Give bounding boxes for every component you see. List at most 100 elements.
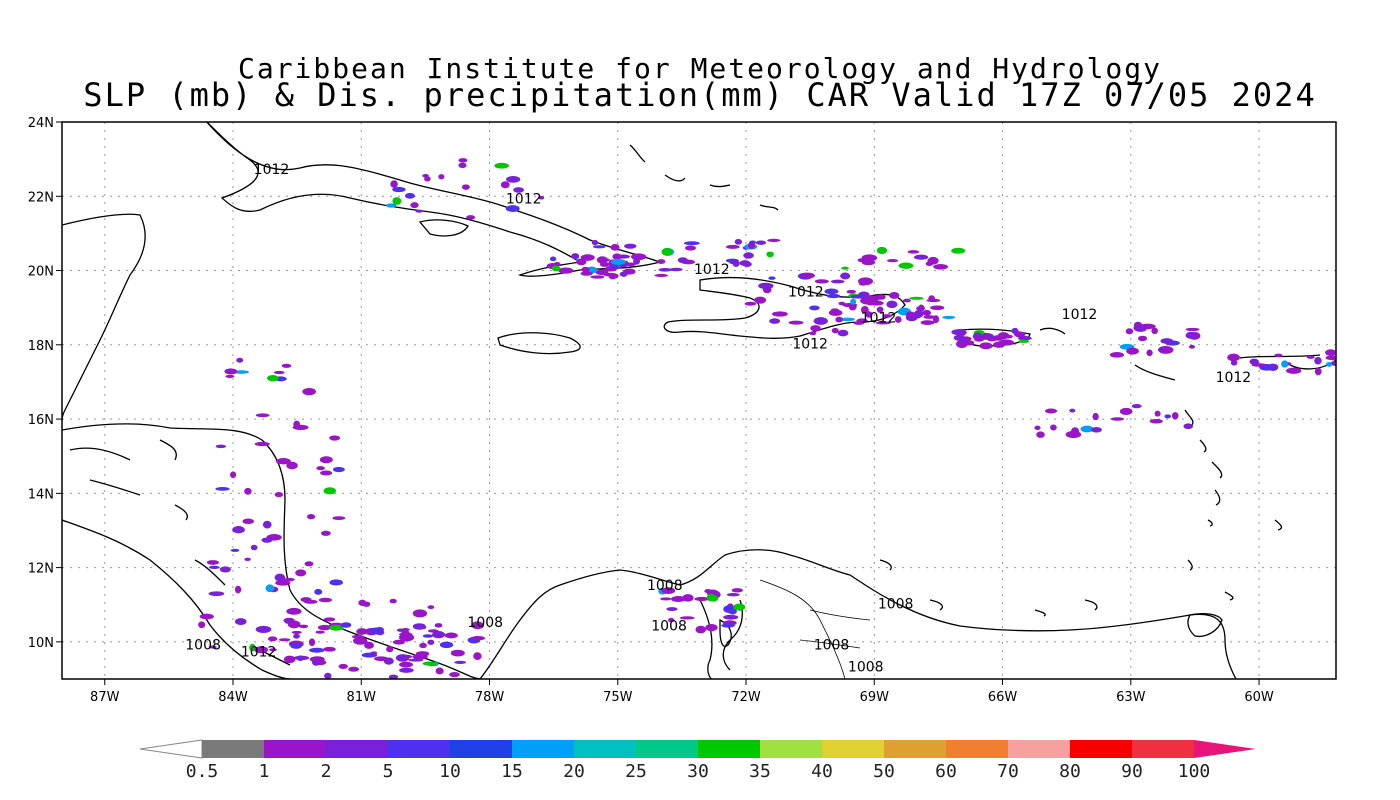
precip-cell [755,240,767,245]
precip-cell [234,618,247,626]
precip-cell [604,267,617,272]
precip-cell [788,320,804,325]
precip-cell [1227,353,1240,362]
precip-cell [1125,328,1134,335]
colorbar-swatch [1008,740,1070,758]
precip-cell [951,247,966,254]
coast-bahamas [629,144,779,211]
precip-cell [304,561,314,567]
isobar-label: 1008 [848,660,884,676]
precip-cell [723,614,739,620]
precip-cell [1185,327,1200,332]
isobar-label: 1012 [792,337,828,353]
precip-cell [576,258,587,266]
precip-cell [317,624,332,631]
precip-cell [694,596,710,601]
precip-cell [705,623,718,632]
colorbar-swatch [698,740,760,758]
precip-cell [814,279,829,284]
precip-cell [286,607,302,615]
precip-cell [309,647,325,653]
precip-cell [473,652,482,661]
precip-cell [249,643,256,652]
precip-cell [242,518,255,524]
precip-cell [660,597,672,601]
coast-mosquitia [69,439,291,666]
precip-cell [225,374,235,378]
lon-label: 69W [860,690,890,705]
precip-cell [1126,347,1139,355]
precip-cell [974,336,986,341]
colorbar-swatch [636,740,698,758]
precip-cell [255,413,270,418]
precip-cell [320,470,333,476]
coast-abc-islands [879,559,1098,617]
precip-cell [314,588,323,595]
precip-cell [261,537,273,543]
precip-cell [199,613,214,620]
precip-cell [471,621,484,630]
precip-cell [744,301,757,306]
precip-cell [868,300,884,306]
precip-cell [1045,408,1058,414]
precip-cell [955,340,968,348]
precip-cell [1069,408,1076,413]
precip-cell [364,641,374,649]
precip-cell [318,597,333,603]
colorbar-label: 2 [321,761,332,782]
isobar-label: 1008 [467,615,503,631]
precip-cell [1281,360,1289,368]
precip-cell [1092,412,1099,421]
precip-cell [839,317,855,322]
coast-central-america [62,423,481,679]
precip-cell [771,311,788,317]
precip-cell [1274,353,1283,357]
precip-cell [1149,418,1163,424]
precip-cell [361,652,378,658]
precip-cell [909,296,924,300]
precip-cell [858,277,873,286]
precip-cell [835,316,843,323]
precip-cell [283,655,296,664]
precip-cell [432,631,446,639]
precip-cell [291,630,302,634]
precip-cell [590,275,605,279]
precip-cell [1325,355,1336,361]
precip-cell [1110,417,1125,421]
precip-cell [302,387,316,396]
chart-title: Caribbean Institute for Meteorology and … [237,52,1162,85]
precip-cell [1091,427,1102,433]
precip-cell [505,205,520,212]
precip-cell [236,357,244,363]
precip-cell [1011,327,1019,334]
precip-cell [630,253,647,261]
precip-cell [625,262,636,267]
precip-cell [399,661,413,668]
precip-cell [875,294,886,300]
precip-cell [768,276,776,280]
colorbar-label: 5 [383,761,394,782]
precip-cell [708,595,719,602]
precip-cell [415,209,423,213]
precip-cell [450,649,465,657]
colorbar-label: 30 [687,761,709,782]
precip-cell [293,633,300,639]
lat-label: 14N [28,487,54,502]
precip-cell [290,643,302,649]
precip-cell [581,266,590,273]
precip-cell [683,241,700,246]
precip-cell [399,667,414,673]
precip-cell [624,243,637,249]
colorbar-label: 20 [563,761,585,782]
precip-cell [255,625,272,633]
precip-cell [215,444,227,449]
coast-trinidad [1187,613,1223,638]
precip-cell [1286,367,1302,374]
precip-cell [889,291,900,299]
precip-cell [749,240,757,245]
coast-cuba [205,122,663,277]
precip-cell [902,298,911,303]
precip-cell [353,636,368,645]
precip-cell [669,267,683,272]
